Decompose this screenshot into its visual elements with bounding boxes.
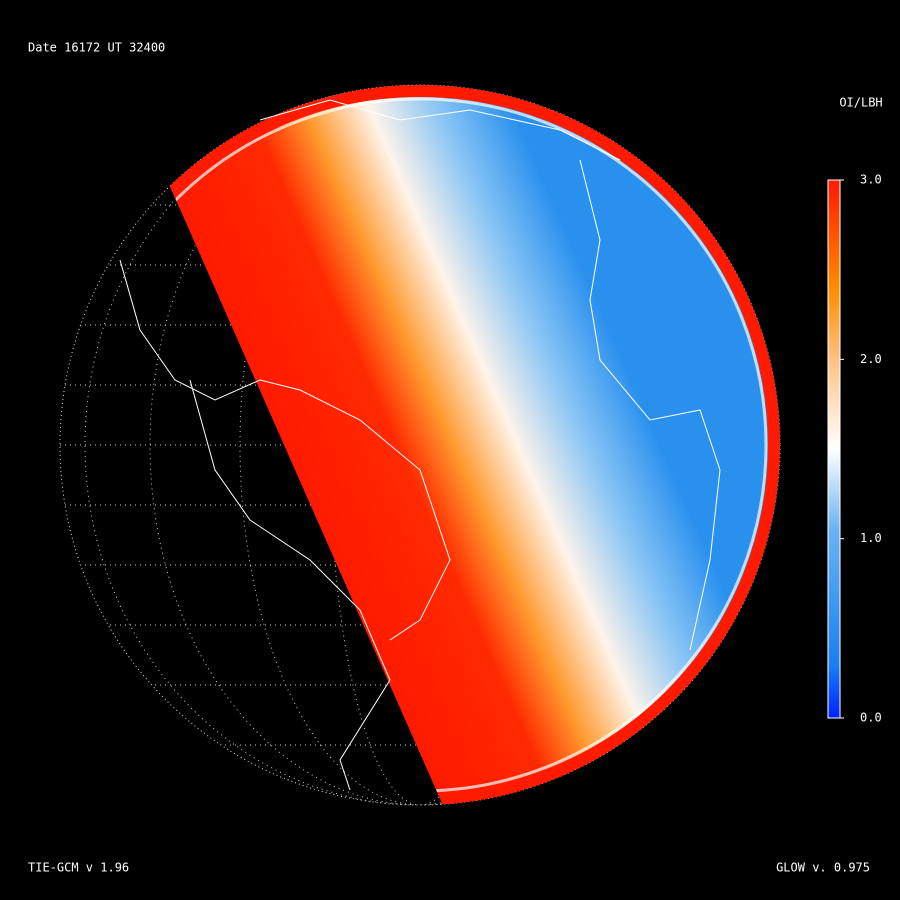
colorbar-tick-label: 2.0: [860, 352, 882, 366]
coastlines: [119, 99, 721, 791]
header-title: Date 16172 UT 32400: [28, 41, 165, 55]
colorbar-tick-label: 1.0: [860, 531, 882, 545]
colorbar-ticks: 0.0 1.0 2.0 3.0: [840, 173, 882, 725]
colorbar: [827, 179, 841, 719]
footer-left: TIE-GCM v 1.96: [28, 861, 129, 875]
colorbar-tick-label: 0.0: [860, 711, 882, 725]
globe: [59, 84, 781, 806]
colorbar-label: OI/LBH: [839, 96, 882, 110]
footer-right: GLOW v. 0.975: [776, 861, 870, 875]
colorbar-tick-label: 3.0: [860, 173, 882, 187]
